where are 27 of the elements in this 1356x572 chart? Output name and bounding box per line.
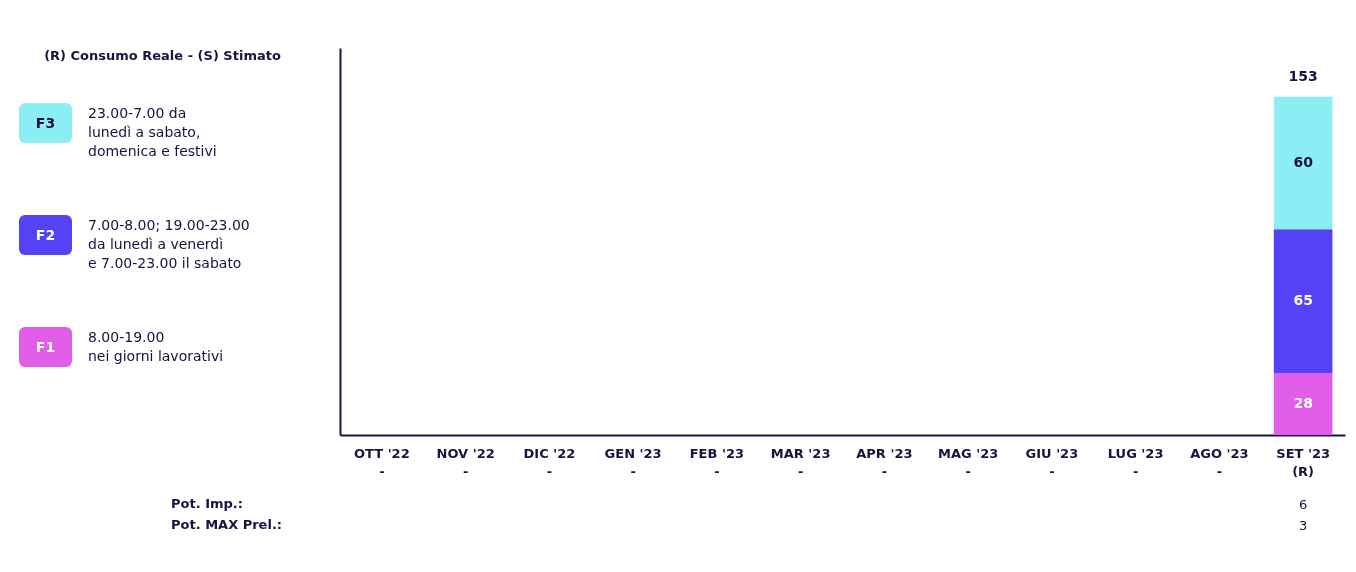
x-tick-label: OTT '22 - xyxy=(354,445,410,479)
x-tick-label: NOV '22 - xyxy=(436,445,495,479)
text: 3 xyxy=(1298,518,1308,533)
legend-title: (R) Consumo Reale - (S) Stimato xyxy=(43,48,282,63)
text: 6 xyxy=(1298,497,1308,512)
x-tick-label: FEB '23 - xyxy=(689,445,745,479)
text: 23.00-7.00 da lunedì a sabato, domenica e festivi xyxy=(88,104,217,161)
x-tick-label: LUG '23 - xyxy=(1107,445,1164,479)
x-tick-label: DIC '22 - xyxy=(523,445,576,479)
x-tick-label: SET '23 (R) xyxy=(1276,445,1330,479)
x-tick-label: MAG '23 - xyxy=(937,445,999,479)
x-tick-label: GEN '23 - xyxy=(604,445,662,479)
x-tick-label: APR '23 - xyxy=(856,445,913,479)
total-label: 153 xyxy=(1288,67,1318,84)
text: Pot. MAX Prel.: xyxy=(171,517,283,532)
text: F3 xyxy=(19,103,72,143)
x-tick-label: GIU '23 - xyxy=(1025,445,1079,479)
data-label: 28 xyxy=(1293,395,1313,412)
text: 8.00-19.00 nei giorni lavorativi xyxy=(88,328,224,366)
x-tick-label: MAR '23 - xyxy=(770,445,831,479)
text: F1 xyxy=(19,327,72,367)
x-tick-label: AGO '23 - xyxy=(1190,445,1249,479)
data-label: 60 xyxy=(1293,153,1314,170)
data-label: 65 xyxy=(1293,292,1313,309)
text: Pot. Imp.: xyxy=(171,496,243,511)
text: 7.00-8.00; 19.00-23.00 da lunedì a venerdì e 7.00-23.00 il sabato xyxy=(88,216,250,273)
text: F2 xyxy=(19,215,72,255)
